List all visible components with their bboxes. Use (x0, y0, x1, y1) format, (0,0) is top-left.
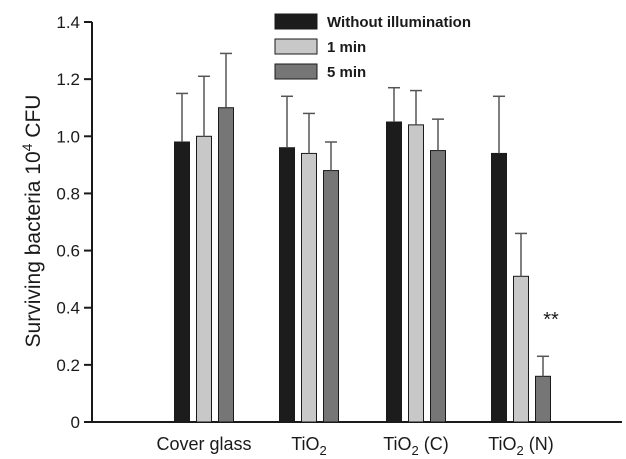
legend-swatch (274, 38, 318, 55)
bar (386, 121, 402, 423)
y-axis-label-suffix: CFU (22, 95, 45, 144)
bar (535, 375, 551, 423)
bar (513, 275, 529, 423)
bar (301, 152, 317, 423)
y-tick-label: 0.8 (56, 184, 80, 203)
y-tick-label: 1.4 (56, 13, 80, 32)
bar (279, 147, 295, 423)
x-tick-label: TiO2 (C) (383, 434, 449, 458)
y-tick-label: 1.0 (56, 127, 80, 146)
x-tick-label: TiO2 (291, 434, 327, 458)
bar (323, 170, 339, 423)
legend: Without illumination 1 min 5 min (274, 13, 471, 81)
bars: Cover glass TiO2 TiO2 (C) TiO2 (N) ** (156, 52, 559, 458)
y-axis-label-main: Surviving bacteria 10 (22, 151, 45, 347)
legend-swatch (274, 13, 318, 30)
y-axis-label-sup: 4 (19, 143, 35, 151)
significance-annotation: ** (543, 309, 559, 331)
bar (174, 141, 190, 423)
y-tick-label: 0.2 (56, 356, 80, 375)
legend-label: 5 min (327, 64, 366, 81)
y-tick-label: 0.4 (56, 299, 80, 318)
legend-label: Without illumination (327, 14, 471, 31)
bar (196, 135, 212, 423)
legend-label: 1 min (327, 39, 366, 56)
legend-swatch (274, 63, 318, 80)
bar (218, 107, 234, 423)
bar (430, 150, 446, 423)
bar (408, 124, 424, 423)
bar (491, 152, 507, 423)
y-tick-label: 0 (71, 413, 80, 432)
y-tick-label: 0.6 (56, 242, 80, 261)
y-tick-label: 1.2 (56, 70, 80, 89)
x-tick-label: TiO2 (N) (488, 434, 554, 458)
x-tick-label: Cover glass (156, 434, 251, 454)
y-axis-label: Surviving bacteria 104 CFU (19, 95, 45, 348)
